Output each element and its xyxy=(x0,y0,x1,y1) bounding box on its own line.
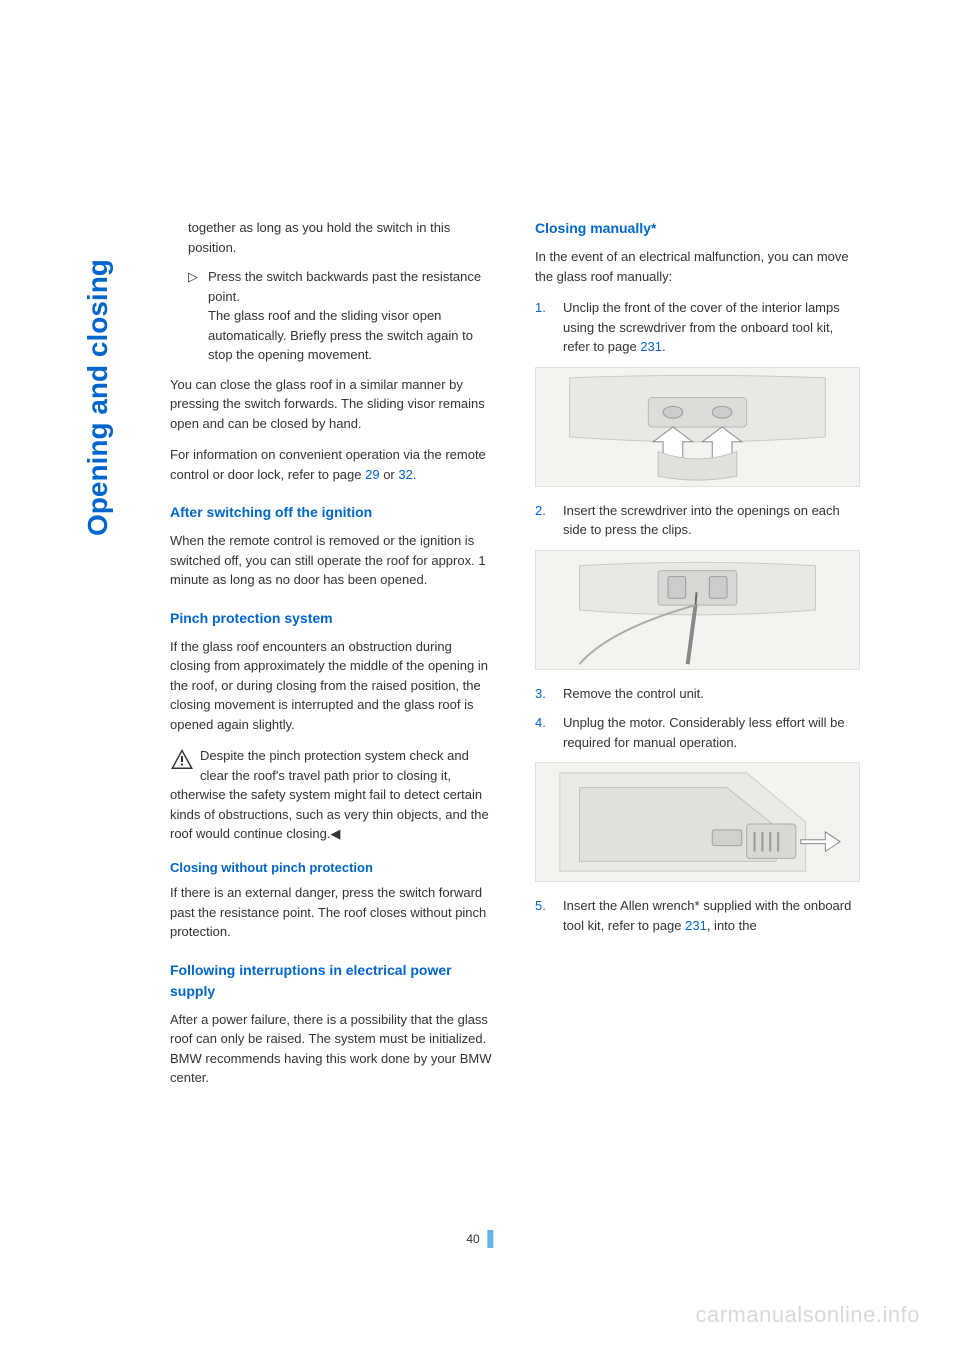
text-run: , into the xyxy=(707,918,757,933)
step-number: 4. xyxy=(535,713,553,752)
step-text: Remove the control unit. xyxy=(563,684,860,704)
bullet-text: Press the switch backwards past the resi… xyxy=(208,267,495,365)
paragraph: If there is an external danger, press th… xyxy=(170,883,495,942)
page-ref-link[interactable]: 231 xyxy=(640,339,662,354)
paragraph: You can close the glass roof in a simila… xyxy=(170,375,495,434)
paragraph: For information on convenient operation … xyxy=(170,445,495,484)
warning-triangle-icon xyxy=(170,748,194,770)
step-number: 2. xyxy=(535,501,553,540)
left-column: together as long as you hold the switch … xyxy=(170,218,495,1100)
text-run: Unclip the front of the cover of the int… xyxy=(563,300,840,354)
text-run: For information on convenient operation … xyxy=(170,447,486,482)
text-run: . xyxy=(662,339,666,354)
page-number: 40 xyxy=(466,1230,493,1248)
figure-screwdriver-clips xyxy=(535,550,860,670)
figure-overhead-console xyxy=(535,367,860,487)
step-text: Insert the screwdriver into the openings… xyxy=(563,501,860,540)
paragraph: In the event of an electrical malfunctio… xyxy=(535,247,860,286)
figure-motor-unplug xyxy=(535,762,860,882)
text-run: . xyxy=(413,467,417,482)
bullet-sub: The glass roof and the sliding visor ope… xyxy=(208,308,473,362)
page-number-bar-icon xyxy=(488,1230,494,1248)
paragraph: When the remote control is removed or th… xyxy=(170,531,495,590)
right-column: Closing manually* In the event of an ele… xyxy=(535,218,860,1100)
warning-text: Despite the pinch protection system chec… xyxy=(170,748,489,841)
bullet-continuation: together as long as you hold the switch … xyxy=(170,218,495,257)
step-text: Insert the Allen wrench* supplied with t… xyxy=(563,896,860,935)
step-text: Unplug the motor. Considerably less effo… xyxy=(563,713,860,752)
paragraph: If the glass roof encounters an obstruct… xyxy=(170,637,495,735)
paragraph: After a power failure, there is a possib… xyxy=(170,1010,495,1088)
step-number: 1. xyxy=(535,298,553,357)
numbered-step: 1. Unclip the front of the cover of the … xyxy=(535,298,860,357)
section-heading: Following interruptions in electrical po… xyxy=(170,960,495,1002)
bullet-text: together as long as you hold the switch … xyxy=(188,218,495,257)
page-ref-link[interactable]: 231 xyxy=(685,918,707,933)
two-column-layout: together as long as you hold the switch … xyxy=(170,218,860,1100)
warning-box: Despite the pinch protection system chec… xyxy=(170,746,495,844)
page-number-value: 40 xyxy=(466,1232,479,1246)
step-number: 5. xyxy=(535,896,553,935)
step-number: 3. xyxy=(535,684,553,704)
numbered-step: 3. Remove the control unit. xyxy=(535,684,860,704)
bullet-marker-icon: ▷ xyxy=(188,267,198,365)
subheading: Closing without pinch protection xyxy=(170,858,495,878)
numbered-step: 2. Insert the screwdriver into the openi… xyxy=(535,501,860,540)
page-content: together as long as you hold the switch … xyxy=(0,0,960,1160)
watermark: carmanualsonline.info xyxy=(695,1302,920,1328)
page-ref-link[interactable]: 29 xyxy=(365,467,379,482)
page-ref-link[interactable]: 32 xyxy=(398,467,412,482)
bullet-item: ▷ Press the switch backwards past the re… xyxy=(170,267,495,365)
step-text: Unclip the front of the cover of the int… xyxy=(563,298,860,357)
section-heading: Pinch protection system xyxy=(170,608,495,629)
bullet-main: Press the switch backwards past the resi… xyxy=(208,269,481,304)
numbered-step: 4. Unplug the motor. Considerably less e… xyxy=(535,713,860,752)
section-heading: After switching off the ignition xyxy=(170,502,495,523)
section-heading: Closing manually* xyxy=(535,218,860,239)
numbered-step: 5. Insert the Allen wrench* supplied wit… xyxy=(535,896,860,935)
text-run: or xyxy=(380,467,399,482)
